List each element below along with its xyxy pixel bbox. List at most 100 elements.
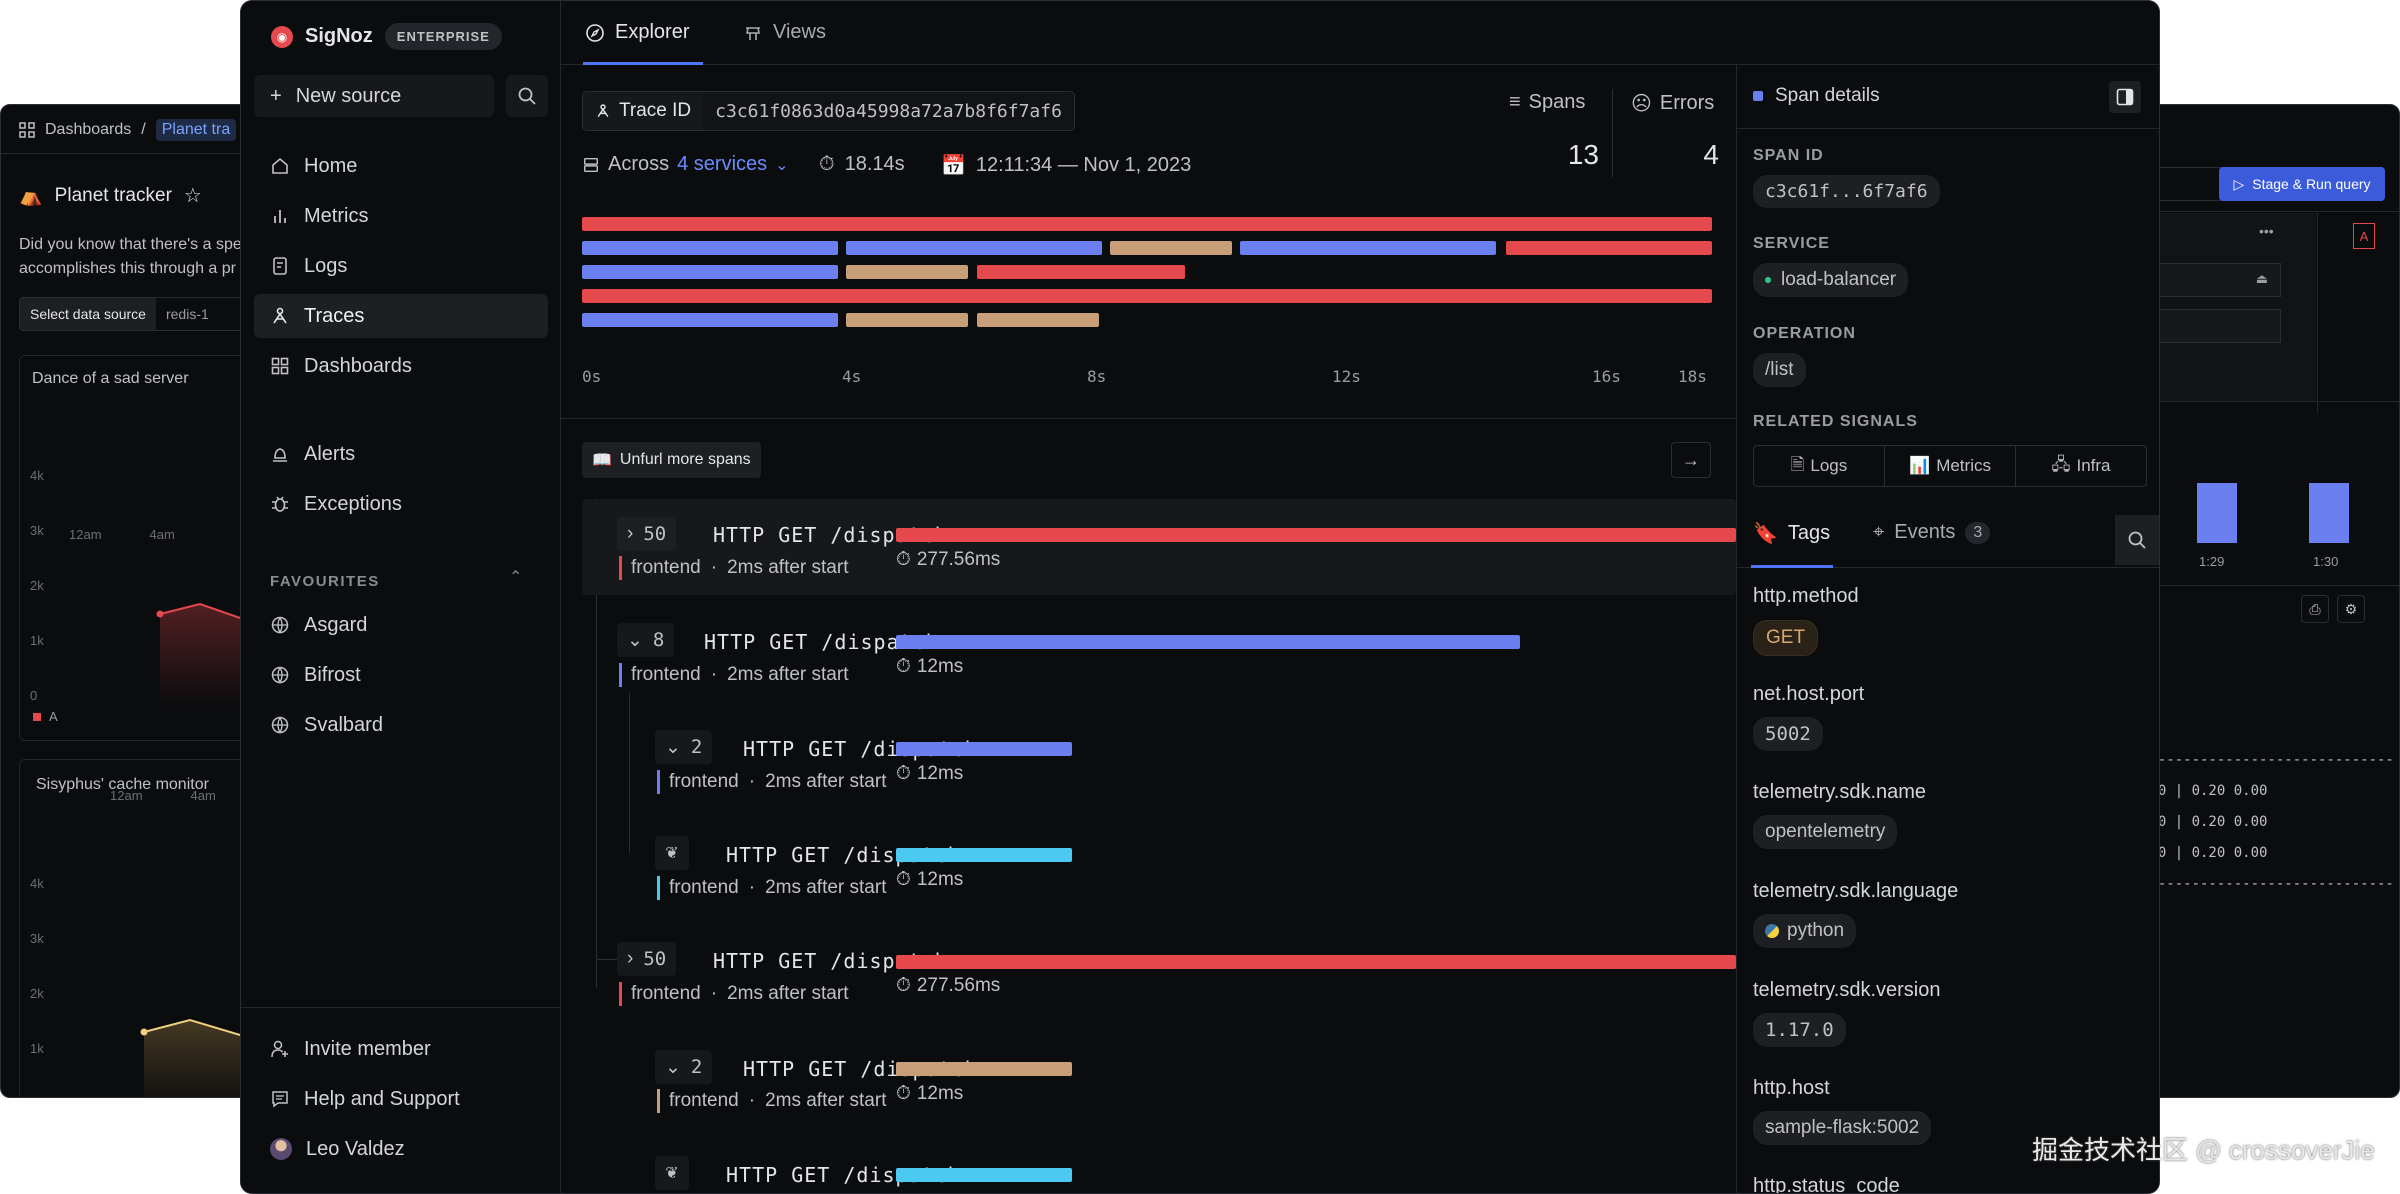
home-icon [272, 157, 288, 174]
dashboard-grid-icon [271, 357, 289, 375]
service-label: SERVICE [1753, 235, 1830, 252]
attr-value[interactable]: GET [1753, 620, 1819, 656]
invite-member-button[interactable]: Invite member [254, 1027, 548, 1071]
legend-badge: A [2353, 223, 2375, 249]
flame-span[interactable] [582, 313, 838, 327]
flame-span[interactable] [582, 241, 838, 255]
span-expander[interactable]: › 50 [617, 517, 677, 551]
span-id-value[interactable]: c3c61f...6f7af6 [1753, 175, 1940, 208]
python-logo-icon [1765, 924, 1779, 938]
new-source-button[interactable]: + New source [254, 75, 494, 117]
tab-tags[interactable]: 🔖 Tags [1753, 521, 1830, 546]
sidebar-item-home[interactable]: Home [254, 144, 548, 188]
attr-value[interactable]: 5002 [1753, 717, 1823, 751]
span-expander[interactable]: › 50 [617, 942, 677, 976]
logs-icon: 🗎 [1790, 454, 1805, 474]
help-label: Help and Support [304, 1087, 460, 1110]
flame-span[interactable] [582, 265, 838, 279]
span-row[interactable] [582, 499, 1736, 595]
unfurl-spans-button[interactable]: 📖 Unfurl more spans [582, 442, 761, 478]
stage-run-button[interactable]: ▷ Stage & Run query [2219, 167, 2385, 201]
search-button[interactable] [506, 75, 548, 117]
span-expander[interactable]: ⌄ 2 [655, 1050, 713, 1084]
breadcrumb-current[interactable]: Planet tra [155, 119, 237, 141]
errors-label: Errors [1659, 92, 1715, 114]
sidebar-toggle-icon [2116, 88, 2134, 106]
flame-span[interactable] [582, 217, 1712, 231]
breadcrumb-root[interactable]: Dashboards [45, 121, 132, 138]
arrow-right-button[interactable]: → [1671, 442, 1711, 478]
globe-icon [271, 616, 289, 634]
star-icon[interactable]: ☆ [183, 185, 202, 207]
flame-span[interactable] [977, 265, 1185, 279]
search-tags-button[interactable] [2115, 515, 2159, 565]
attr-value-chip[interactable]: python [1753, 914, 1857, 948]
span-expander[interactable]: ⌄ 2 [655, 730, 713, 764]
attr-value[interactable]: sample-flask:5002 [1753, 1111, 1932, 1145]
user-profile[interactable]: Leo Valdez [254, 1127, 548, 1171]
duration-bar [896, 955, 1736, 969]
query-field-2[interactable] [2141, 309, 2281, 343]
sidebar-item-logs[interactable]: Logs [254, 244, 548, 288]
related-infra-button[interactable]: 🖧 Infra [2016, 446, 2146, 486]
flame-span[interactable] [1240, 241, 1496, 255]
duration-bar [896, 1168, 1072, 1182]
span-expander[interactable]: ⌄ 8 [617, 623, 675, 657]
sidebar-item-alerts[interactable]: Alerts [254, 432, 548, 476]
service-chip[interactable]: load-balancer [1753, 263, 1909, 297]
flame-span[interactable] [582, 289, 1712, 303]
leaf-icon: ❦ [665, 1165, 679, 1182]
export-icon[interactable]: ⎙ [2301, 595, 2329, 623]
help-support-button[interactable]: Help and Support [254, 1077, 548, 1121]
tab-events[interactable]: ⌖ Events 3 [1873, 521, 1991, 544]
flame-span[interactable] [846, 241, 1102, 255]
operation-value[interactable]: /list [1753, 353, 1806, 387]
sidebar: ◉ SigNoz ENTERPRISE + New source Home Me… [241, 1, 561, 1193]
settings-sliders-icon[interactable]: ⚙ [2337, 595, 2365, 623]
sidebar-item-dashboards[interactable]: Dashboards [254, 344, 548, 388]
sidebar-item-traces[interactable]: Traces [254, 294, 548, 338]
favourite-asgard[interactable]: Asgard [254, 603, 548, 647]
flame-span[interactable] [1110, 241, 1232, 255]
spans-label: Spans [1528, 91, 1586, 113]
chevron-down-icon[interactable]: ⌄ [775, 156, 789, 174]
data-source-select[interactable]: redis-1 [165, 306, 209, 322]
sidebar-item-exceptions[interactable]: Exceptions [254, 482, 548, 526]
flame-span[interactable] [977, 313, 1099, 327]
related-logs-button[interactable]: 🗎 Logs [1754, 446, 1885, 486]
more-icon[interactable]: ••• [2259, 223, 2274, 239]
chevron-up-icon[interactable]: ⌃ [509, 569, 523, 586]
unfurl-label: Unfurl more spans [619, 451, 751, 468]
dashboard-title: Planet tracker [54, 184, 172, 206]
tab-explorer[interactable]: Explorer [585, 21, 689, 44]
attr-value[interactable]: opentelemetry [1753, 815, 1898, 849]
panel-toggle-button[interactable] [2109, 81, 2141, 113]
sidebar-item-metrics[interactable]: Metrics [254, 194, 548, 238]
arrow-right-icon: → [1682, 449, 1700, 470]
flame-span[interactable] [846, 265, 968, 279]
child-count: 50 [643, 523, 667, 545]
child-count: 8 [652, 629, 665, 651]
start-offset: 2ms after start [727, 983, 849, 1004]
favourite-bifrost[interactable]: Bifrost [254, 653, 548, 697]
list-icon: ≡ [1509, 91, 1521, 113]
trace-timestamp: 12:11:34 — Nov 1, 2023 [975, 154, 1192, 176]
user-plus-icon [271, 1040, 288, 1058]
query-field[interactable]: ⏏ [2141, 263, 2281, 297]
trace-id-field[interactable]: Trace ID c3c61f0863d0a45998a72a7b8f6f7af… [582, 91, 1075, 131]
attr-value[interactable]: 1.17.0 [1753, 1013, 1846, 1047]
flame-span[interactable] [1506, 241, 1712, 255]
timer-icon: ⏱ [896, 975, 911, 996]
bug-icon [272, 496, 288, 512]
services-link[interactable]: 4 services [677, 153, 768, 175]
favourite-svalbard[interactable]: Svalbard [254, 703, 548, 747]
query-panel [2141, 213, 2316, 401]
square-icon [1753, 91, 1763, 101]
alert-bell-icon [273, 448, 287, 462]
flame-span[interactable] [846, 313, 968, 327]
child-count: 50 [643, 948, 667, 970]
service-color-marker [619, 556, 622, 580]
start-offset: 2ms after start [727, 557, 849, 578]
tab-views[interactable]: Views [743, 21, 826, 44]
related-metrics-button[interactable]: 📊 Metrics [1885, 446, 2016, 486]
